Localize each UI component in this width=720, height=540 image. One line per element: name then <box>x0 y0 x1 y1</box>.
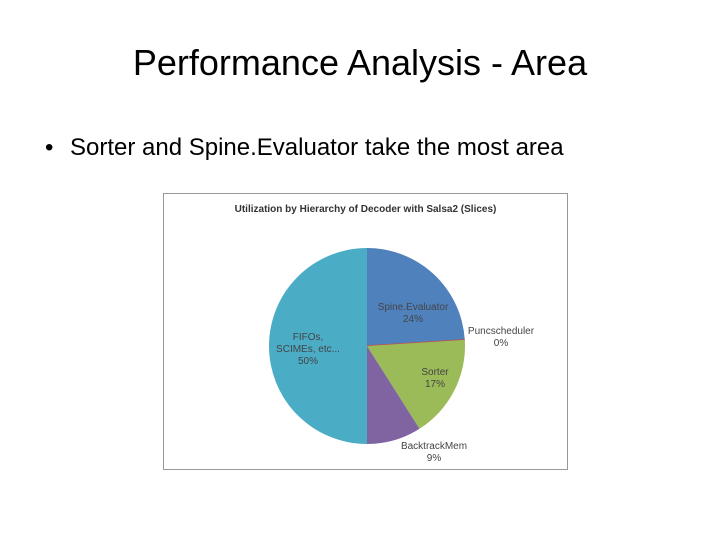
slice-label: BacktrackMem <box>400 441 468 452</box>
pie-area <box>269 248 465 444</box>
slide-title: Performance Analysis - Area <box>132 42 588 83</box>
bullet-text: Sorter and Spine.Evaluator take the most… <box>70 134 564 161</box>
bullet-dot: • <box>45 134 54 161</box>
slice-label: Sorter <box>421 367 449 378</box>
pie-slice <box>367 346 420 444</box>
pie-slice <box>367 248 465 346</box>
slice-label: Puncscheduler <box>467 326 535 337</box>
slice-value: 24% <box>402 314 424 325</box>
slice-value: 50% <box>297 356 319 367</box>
slice-label: Spine.Evaluator <box>377 302 449 313</box>
chart: Utilization by Hierarchy of Decoder with… <box>163 193 568 470</box>
pie-slice <box>269 248 367 444</box>
chart-title: Utilization by Hierarchy of Decoder with… <box>234 204 497 215</box>
slice-label: FIFOs, SCIMEs, etc... <box>276 332 340 355</box>
slice-value: 9% <box>426 453 442 464</box>
slice-value: 0% <box>493 338 509 349</box>
slice-value: 17% <box>424 379 446 390</box>
pie-slice <box>367 339 465 429</box>
bullet: • Sorter and Spine.Evaluator take the mos… <box>45 134 564 162</box>
